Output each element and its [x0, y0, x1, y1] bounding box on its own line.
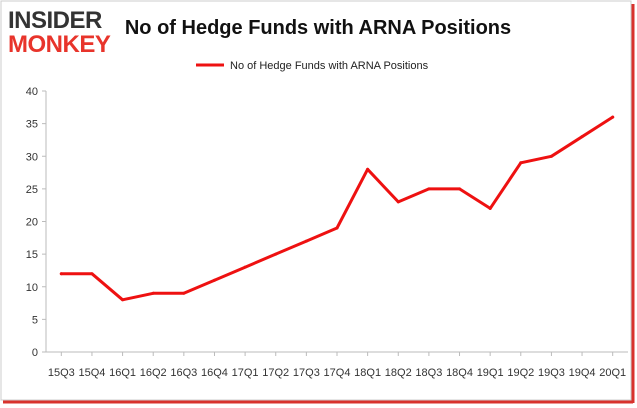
x-tick-label: 16Q2: [140, 367, 167, 379]
data-point: [488, 206, 492, 210]
x-tick-label: 16Q4: [201, 367, 228, 379]
x-tick-label: 18Q3: [415, 367, 442, 379]
x-axis-ticks: 15Q3 15Q4 16Q1 16Q2 16Q3 16Q4 17Q1 17Q2 17Q3 17Q4…: [48, 352, 626, 379]
data-point: [519, 161, 523, 165]
x-tick-label: 17Q3: [293, 367, 320, 379]
y-tick-label: 20: [26, 217, 38, 229]
data-point: [427, 187, 431, 191]
logo-line2: MONKEY: [8, 31, 111, 58]
x-tick-label: 17Q1: [232, 367, 259, 379]
data-point: [243, 265, 247, 269]
x-tick-label: 19Q2: [507, 367, 534, 379]
x-tick-label: 18Q4: [446, 367, 473, 379]
y-axis-ticks: 0 5 10 15 20 25 30 35 40: [26, 86, 46, 359]
x-tick-label: 19Q3: [538, 367, 565, 379]
x-tick-label: 15Q3: [48, 367, 75, 379]
y-tick-label: 25: [26, 184, 38, 196]
data-point: [304, 239, 308, 243]
data-point: [90, 272, 94, 276]
chart-border: [0, 0, 632, 401]
data-point: [274, 252, 278, 256]
x-tick-label: 19Q1: [477, 367, 504, 379]
data-point: [121, 298, 125, 302]
y-tick-label: 0: [32, 347, 38, 359]
data-point: [151, 291, 155, 295]
data-point: [611, 115, 615, 119]
y-tick-label: 30: [26, 151, 38, 163]
x-tick-label: 17Q4: [324, 367, 351, 379]
legend: No of Hedge Funds with ARNA Positions: [196, 60, 429, 72]
data-point: [59, 272, 63, 276]
y-tick-label: 35: [26, 119, 38, 131]
x-tick-label: 18Q2: [385, 367, 412, 379]
data-point: [335, 226, 339, 230]
x-tick-label: 20Q1: [599, 367, 626, 379]
x-tick-label: 15Q4: [78, 367, 105, 379]
data-point: [549, 154, 553, 158]
chart-title: No of Hedge Funds with ARNA Positions: [125, 17, 511, 39]
legend-label: No of Hedge Funds with ARNA Positions: [230, 60, 429, 72]
data-point: [458, 187, 462, 191]
x-tick-label: 16Q1: [109, 367, 136, 379]
data-point: [182, 291, 186, 295]
y-tick-label: 40: [26, 86, 38, 98]
y-tick-label: 10: [26, 282, 38, 294]
x-tick-label: 18Q1: [354, 367, 381, 379]
x-tick-label: 17Q2: [262, 367, 289, 379]
logo-line1: INSIDER: [8, 7, 102, 34]
data-point: [396, 200, 400, 204]
x-tick-label: 16Q3: [170, 367, 197, 379]
insider-monkey-logo: INSIDER MONKEY: [8, 7, 111, 58]
x-tick-label: 19Q4: [569, 367, 596, 379]
y-tick-label: 5: [32, 314, 38, 326]
data-point: [580, 135, 584, 139]
series-layer: [59, 115, 615, 302]
data-point: [366, 167, 370, 171]
y-tick-label: 15: [26, 249, 38, 261]
data-point: [212, 278, 216, 282]
